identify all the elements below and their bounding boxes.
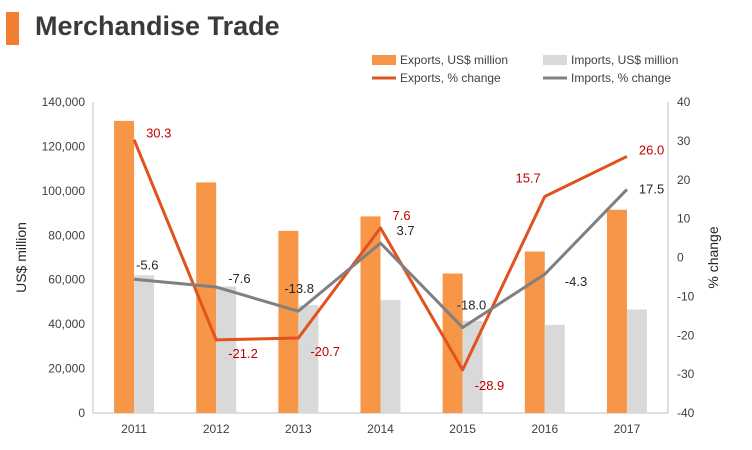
imports-change-label: -5.6 bbox=[136, 257, 158, 272]
x-tick-label: 2012 bbox=[203, 422, 230, 436]
exports-change-line bbox=[132, 139, 628, 372]
exports-bar bbox=[442, 273, 463, 413]
exports-bar bbox=[360, 216, 381, 413]
y2-tick-label: 30 bbox=[677, 134, 691, 148]
legend-swatch bbox=[543, 55, 567, 65]
exports-bar bbox=[196, 182, 217, 413]
y2-axis-title: % change bbox=[705, 226, 721, 288]
y-tick-label: 140,000 bbox=[42, 95, 86, 109]
exports-bar bbox=[278, 230, 299, 413]
y2-tick-label: 20 bbox=[677, 173, 691, 187]
y-tick-label: 100,000 bbox=[42, 184, 86, 198]
y-tick-label: 20,000 bbox=[48, 362, 85, 376]
y-tick-label: 80,000 bbox=[48, 228, 85, 242]
legend-label: Imports, % change bbox=[571, 71, 671, 85]
imports-bar bbox=[216, 286, 237, 413]
page-title: Merchandise Trade bbox=[35, 11, 280, 41]
y2-tick-label: 0 bbox=[677, 251, 684, 265]
x-tick-label: 2011 bbox=[121, 422, 147, 436]
imports-change-label: -13.8 bbox=[284, 281, 314, 296]
legend-label: Exports, US$ million bbox=[400, 53, 508, 67]
y-tick-label: 60,000 bbox=[48, 273, 85, 287]
exports-change-label: 26.0 bbox=[639, 142, 664, 157]
exports-change-label: -21.2 bbox=[228, 346, 258, 361]
legend-swatch bbox=[372, 55, 396, 65]
exports-bar bbox=[606, 209, 627, 413]
imports-bar bbox=[462, 320, 483, 413]
imports-change-line bbox=[133, 188, 629, 329]
x-tick-label: 2013 bbox=[285, 422, 312, 436]
imports-bar bbox=[626, 309, 647, 413]
x-tick-label: 2016 bbox=[531, 422, 558, 436]
legend-label: Imports, US$ million bbox=[571, 53, 678, 67]
legend-label: Exports, % change bbox=[400, 71, 501, 85]
y2-tick-label: 40 bbox=[677, 95, 691, 109]
exports-change-label: -20.7 bbox=[310, 344, 340, 359]
y2-tick-label: -10 bbox=[677, 289, 695, 303]
y-axis-title: US$ million bbox=[13, 222, 29, 293]
imports-bar bbox=[298, 305, 319, 413]
imports-change-label: 17.5 bbox=[639, 181, 664, 196]
y2-tick-label: -40 bbox=[677, 406, 695, 420]
imports-change-label: -7.6 bbox=[228, 271, 250, 286]
imports-bar bbox=[544, 324, 565, 413]
imports-bar bbox=[134, 275, 155, 413]
imports-change-label: 3.7 bbox=[397, 223, 415, 238]
exports-change-label: -28.9 bbox=[475, 378, 505, 393]
exports-bar bbox=[114, 120, 135, 413]
imports-bar bbox=[380, 300, 401, 413]
exports-change-label: 15.7 bbox=[515, 170, 540, 185]
y-tick-label: 40,000 bbox=[48, 317, 85, 331]
exports-change-label: 7.6 bbox=[393, 208, 411, 223]
exports-bar bbox=[524, 251, 545, 413]
exports-change-label: 30.3 bbox=[146, 126, 171, 141]
y2-tick-label: -30 bbox=[677, 367, 695, 381]
imports-change-label: -4.3 bbox=[565, 274, 587, 289]
x-tick-label: 2017 bbox=[614, 422, 641, 436]
imports-change-label: -18.0 bbox=[457, 297, 487, 312]
y2-tick-label: 10 bbox=[677, 212, 691, 226]
x-tick-label: 2014 bbox=[367, 422, 394, 436]
title-accent-bar bbox=[6, 12, 19, 45]
y2-tick-label: -20 bbox=[677, 328, 695, 342]
y-tick-label: 120,000 bbox=[42, 139, 86, 153]
x-tick-label: 2015 bbox=[449, 422, 476, 436]
y-tick-label: 0 bbox=[78, 406, 85, 420]
